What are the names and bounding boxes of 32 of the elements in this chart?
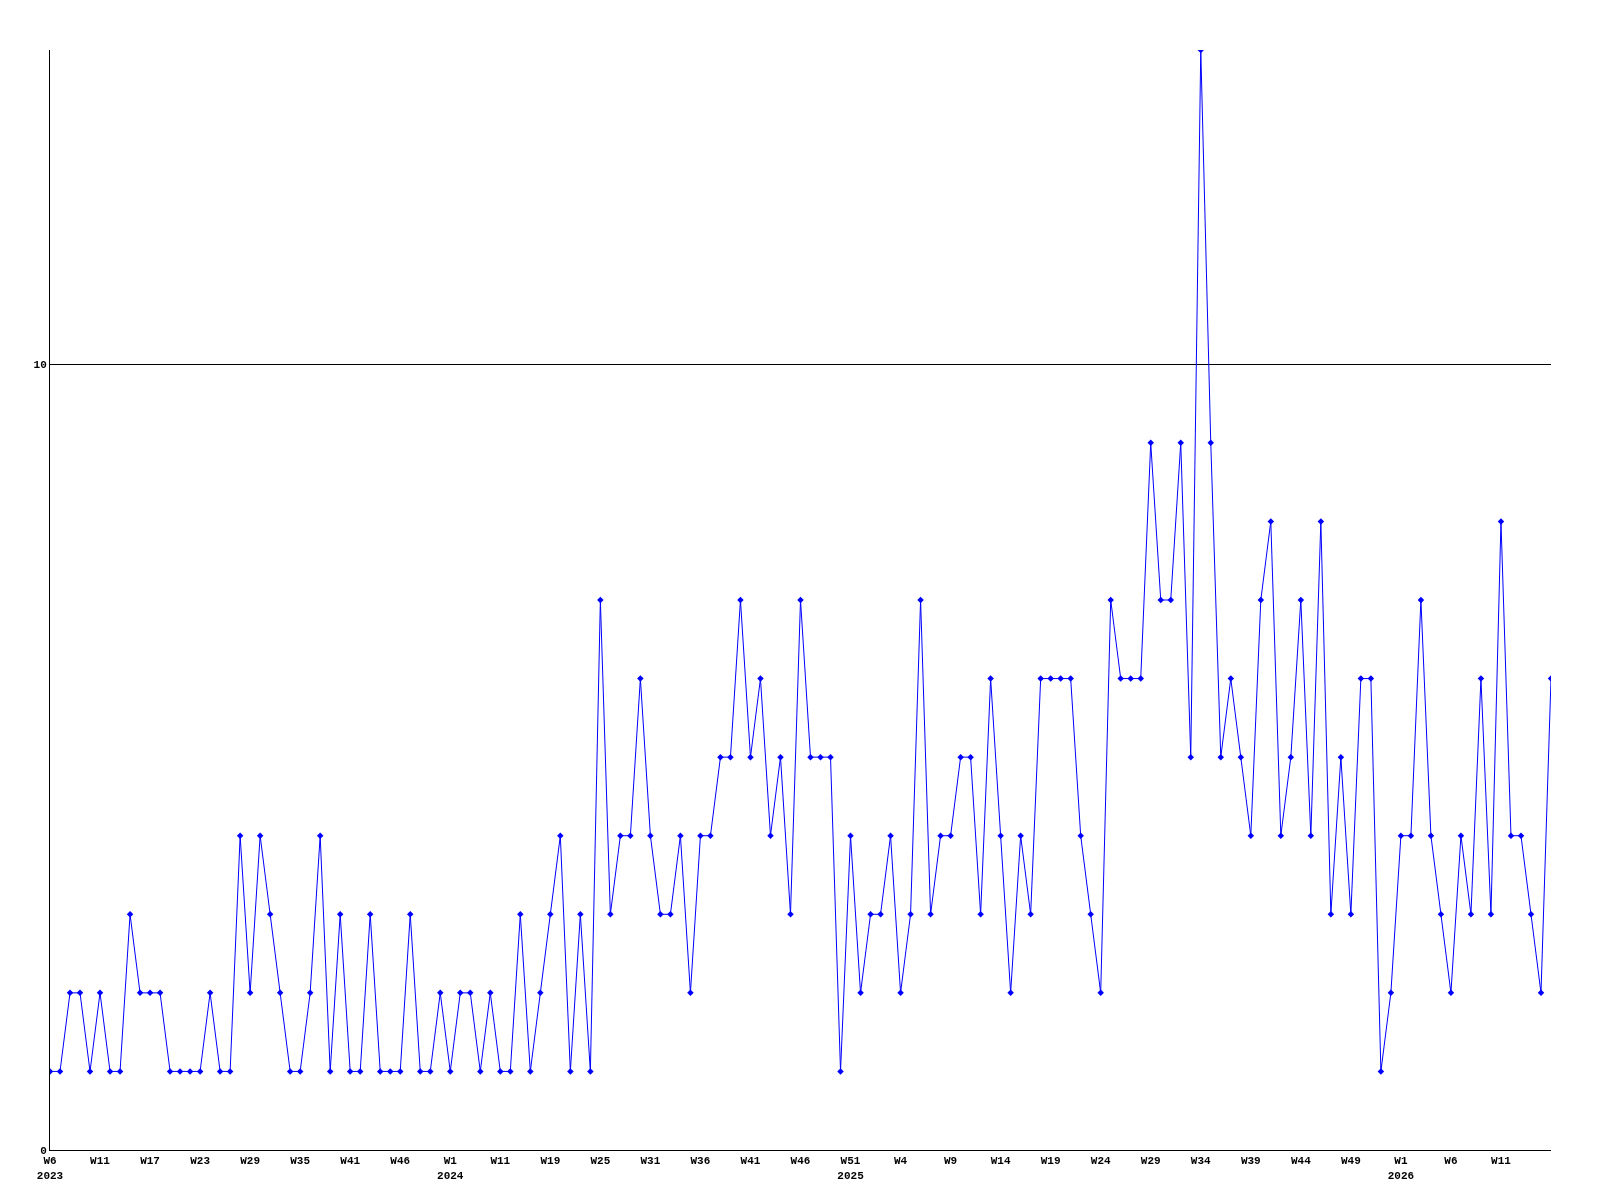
x-tick-label: W19 bbox=[540, 1155, 561, 1168]
x-tick-label: W24 bbox=[1090, 1155, 1111, 1168]
x-tick-label: W17 bbox=[140, 1155, 160, 1168]
x-tick-label: W1 2026 bbox=[1387, 1155, 1415, 1182]
x-tick-label: W39 bbox=[1240, 1155, 1261, 1168]
x-tick-label: W11 bbox=[90, 1155, 111, 1168]
x-tick-label: W44 bbox=[1290, 1155, 1312, 1168]
x-tick-label: W46 bbox=[390, 1155, 411, 1168]
x-tick-label: W11 bbox=[490, 1155, 511, 1168]
x-tick-label: W46 bbox=[790, 1155, 811, 1168]
x-tick-label: W6 bbox=[1444, 1155, 1458, 1168]
x-tick-label: W29 bbox=[240, 1155, 261, 1168]
x-tick-label: W9 bbox=[944, 1155, 958, 1168]
y-tick-label: 0 bbox=[40, 1144, 47, 1157]
x-tick-label: W51 2025 bbox=[837, 1155, 865, 1182]
x-tick-label: W41 bbox=[340, 1155, 361, 1168]
x-tick-label: W14 bbox=[990, 1155, 1011, 1168]
x-tick-label: W19 bbox=[1040, 1155, 1061, 1168]
x-tick-label: W34 bbox=[1190, 1155, 1212, 1168]
x-tick-label: W31 bbox=[640, 1155, 661, 1168]
x-tick-label: W1 2024 bbox=[437, 1155, 464, 1182]
y-tick-label: 10 bbox=[33, 359, 47, 372]
x-tick-label: W23 bbox=[190, 1155, 211, 1168]
x-tick-label: W41 bbox=[740, 1155, 761, 1168]
x-tick-label: W4 bbox=[893, 1155, 908, 1168]
x-tick-label: W49 bbox=[1340, 1155, 1361, 1168]
x-tick-label: W6 2023 bbox=[36, 1155, 64, 1182]
x-tick-label: W25 bbox=[590, 1155, 611, 1168]
x-tick-label: W11 bbox=[1491, 1155, 1512, 1168]
x-tick-label: W29 bbox=[1140, 1155, 1161, 1168]
x-tick-label: W36 bbox=[690, 1155, 711, 1168]
x-tick-label: W35 bbox=[290, 1155, 311, 1168]
